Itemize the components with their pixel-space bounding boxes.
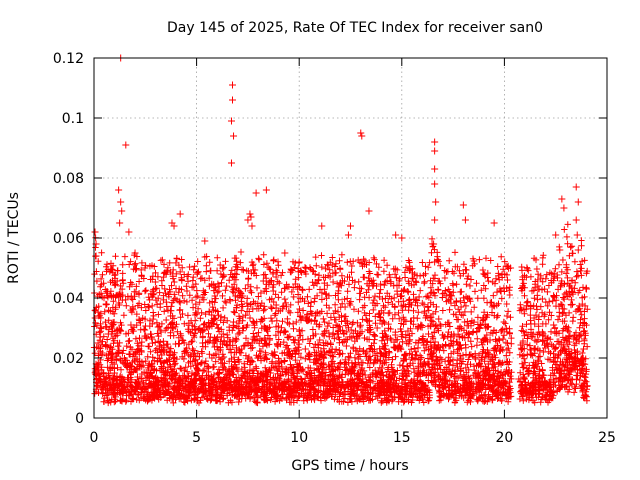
data-point	[170, 222, 178, 230]
y-tick-label: 0.1	[62, 111, 84, 127]
data-point	[227, 159, 235, 167]
data-point	[431, 138, 439, 146]
data-point	[248, 222, 256, 230]
data-point	[574, 198, 582, 206]
data-point	[365, 207, 373, 215]
observation-cloud	[90, 221, 591, 407]
x-tick-label: 10	[290, 430, 308, 446]
data-point	[574, 246, 582, 254]
data-point	[573, 231, 581, 239]
data-point	[552, 231, 560, 239]
data-point	[252, 189, 260, 197]
data-point	[560, 204, 568, 212]
data-point	[558, 195, 566, 203]
axis-layer: 0 0.02 0.04 0.06 0.08 0.1 0.12 0 5 10 15 20 25	[53, 51, 616, 446]
data-point	[435, 315, 443, 323]
data-point	[118, 207, 126, 215]
data-point	[459, 201, 467, 209]
data-point	[117, 198, 125, 206]
y-axis-label: ROTI / TECUs	[6, 192, 22, 284]
data-point	[301, 345, 309, 353]
data-point	[244, 216, 252, 224]
grid-layer	[94, 58, 607, 418]
y-tick-label: 0.04	[53, 291, 84, 307]
data-point	[431, 180, 439, 188]
y-tick-label: 0.02	[53, 351, 84, 367]
y-tick-label: 0	[75, 411, 84, 427]
x-tick-label: 0	[90, 430, 99, 446]
data-point	[246, 210, 254, 218]
y-tick-label: 0.08	[53, 171, 84, 187]
data-point	[358, 132, 366, 140]
observation-cloud-markers	[90, 221, 591, 407]
data-point	[122, 141, 130, 149]
data-point	[229, 81, 237, 89]
data-point	[392, 231, 400, 239]
data-point	[344, 231, 352, 239]
data-point	[116, 219, 124, 227]
data-point	[318, 222, 326, 230]
data-point	[572, 183, 580, 191]
x-tick-label: 25	[598, 430, 616, 446]
data-point	[281, 249, 289, 257]
points-layer	[90, 54, 591, 407]
data-point	[431, 216, 439, 224]
y-tick-label: 0.12	[53, 51, 84, 67]
data-point	[281, 327, 289, 335]
data-point	[342, 342, 350, 350]
data-point	[229, 96, 237, 104]
data-point	[431, 147, 439, 155]
data-point	[461, 216, 469, 224]
data-point	[572, 216, 580, 224]
data-point	[432, 198, 440, 206]
data-point	[347, 222, 354, 230]
data-point	[201, 237, 209, 245]
data-point	[176, 210, 184, 218]
x-tick-label: 15	[393, 430, 411, 446]
data-point	[490, 219, 498, 227]
data-point	[125, 228, 133, 236]
data-point	[357, 129, 365, 137]
x-tick-label: 20	[495, 430, 513, 446]
chart-title: Day 145 of 2025, Rate Of TEC Index for r…	[167, 20, 543, 36]
x-axis-label: GPS time / hours	[291, 458, 408, 474]
data-point	[262, 186, 270, 194]
data-point	[431, 165, 439, 173]
data-point	[424, 330, 432, 338]
data-point	[398, 234, 406, 242]
data-point	[91, 228, 99, 236]
y-tick-label: 0.06	[53, 231, 84, 247]
data-point	[230, 132, 238, 140]
data-point	[247, 213, 255, 221]
data-point	[188, 345, 196, 353]
data-point	[115, 186, 123, 194]
data-point	[400, 366, 408, 374]
data-point	[227, 117, 235, 125]
x-tick-label: 5	[192, 430, 201, 446]
data-point	[373, 324, 381, 332]
data-point	[556, 246, 564, 254]
